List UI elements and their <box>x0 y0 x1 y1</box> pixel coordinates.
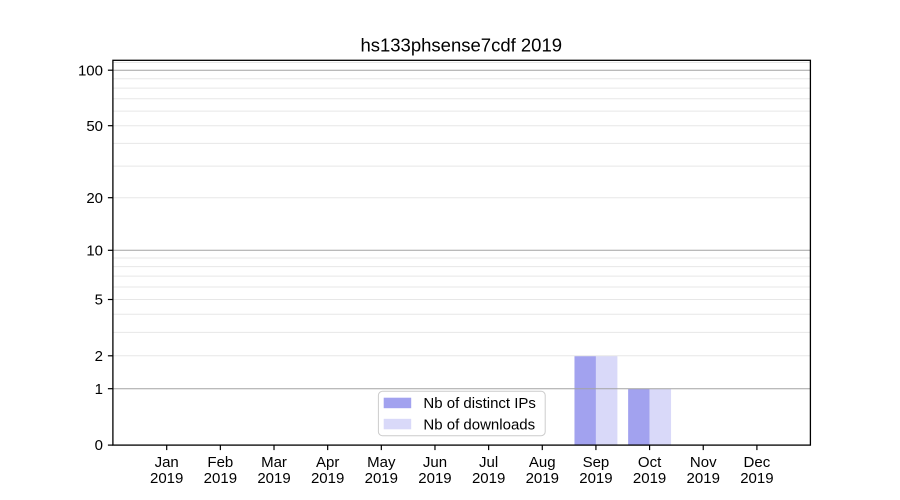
svg-text:2019: 2019 <box>150 470 183 487</box>
svg-text:Nb of downloads: Nb of downloads <box>423 416 535 433</box>
svg-text:2019: 2019 <box>204 470 237 487</box>
svg-text:Feb: Feb <box>207 454 233 471</box>
svg-text:5: 5 <box>95 292 103 309</box>
svg-text:2: 2 <box>95 348 103 365</box>
svg-text:2019: 2019 <box>579 470 612 487</box>
svg-text:Sep: Sep <box>583 454 610 471</box>
svg-text:2019: 2019 <box>311 470 344 487</box>
svg-text:Dec: Dec <box>744 454 771 471</box>
svg-text:Aug: Aug <box>529 454 556 471</box>
svg-text:Oct: Oct <box>638 454 662 471</box>
svg-text:Apr: Apr <box>316 454 339 471</box>
svg-text:2019: 2019 <box>526 470 559 487</box>
svg-text:Nov: Nov <box>690 454 717 471</box>
svg-text:hs133phsense7cdf 2019: hs133phsense7cdf 2019 <box>360 35 562 56</box>
svg-text:Mar: Mar <box>261 454 287 471</box>
svg-text:100: 100 <box>78 62 103 79</box>
svg-text:May: May <box>367 454 396 471</box>
svg-text:Nb of distinct IPs: Nb of distinct IPs <box>423 395 536 412</box>
svg-text:2019: 2019 <box>740 470 773 487</box>
svg-text:Jun: Jun <box>423 454 447 471</box>
svg-text:10: 10 <box>86 243 103 260</box>
svg-text:Jan: Jan <box>155 454 179 471</box>
svg-text:1: 1 <box>95 381 103 398</box>
svg-text:2019: 2019 <box>687 470 720 487</box>
svg-text:2019: 2019 <box>472 470 505 487</box>
svg-text:Jul: Jul <box>479 454 498 471</box>
svg-text:2019: 2019 <box>365 470 398 487</box>
svg-text:2019: 2019 <box>257 470 290 487</box>
svg-text:2019: 2019 <box>633 470 666 487</box>
svg-text:2019: 2019 <box>418 470 451 487</box>
svg-text:20: 20 <box>86 190 103 207</box>
svg-text:50: 50 <box>86 118 103 135</box>
svg-text:0: 0 <box>95 437 103 454</box>
